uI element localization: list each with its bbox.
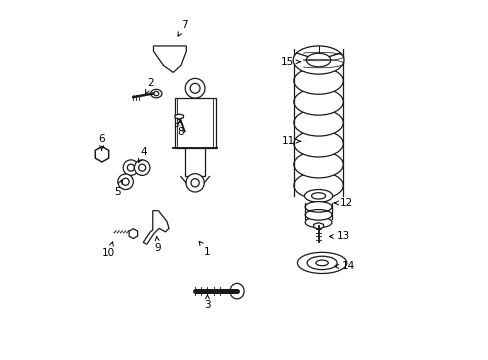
Ellipse shape [306,53,330,67]
Text: 11: 11 [282,136,300,146]
Ellipse shape [154,91,159,96]
Polygon shape [143,211,169,244]
Polygon shape [174,98,215,148]
Ellipse shape [191,179,199,187]
Ellipse shape [166,55,172,60]
Ellipse shape [305,217,331,228]
Text: 2: 2 [145,78,154,94]
Text: 15: 15 [280,57,300,67]
Ellipse shape [134,160,150,175]
Ellipse shape [293,67,343,94]
Ellipse shape [293,151,343,178]
Polygon shape [175,114,183,119]
Ellipse shape [150,89,162,98]
Text: 8: 8 [177,120,184,138]
Ellipse shape [297,252,346,274]
Ellipse shape [306,256,336,270]
Ellipse shape [139,164,145,171]
Ellipse shape [164,52,175,63]
Text: 9: 9 [154,237,161,253]
Ellipse shape [118,174,133,189]
Ellipse shape [293,46,343,74]
Ellipse shape [185,174,204,192]
Polygon shape [95,147,108,162]
Ellipse shape [305,210,331,220]
Ellipse shape [293,109,343,136]
Ellipse shape [130,231,136,237]
Text: 14: 14 [334,261,354,271]
Text: 4: 4 [138,147,147,162]
Ellipse shape [293,130,343,157]
Text: 1: 1 [199,241,210,257]
Text: 5: 5 [114,180,122,197]
Ellipse shape [305,202,331,212]
Text: 7: 7 [178,20,187,36]
Text: 3: 3 [203,294,210,310]
Ellipse shape [315,260,327,266]
Ellipse shape [304,189,332,202]
Text: 6: 6 [98,134,105,150]
Text: 12: 12 [334,198,353,208]
Polygon shape [129,229,137,239]
Ellipse shape [293,172,343,199]
Polygon shape [153,46,186,72]
Polygon shape [313,223,323,229]
Ellipse shape [293,46,343,73]
Ellipse shape [229,283,244,299]
Ellipse shape [293,88,343,115]
Ellipse shape [127,164,134,171]
Ellipse shape [185,78,204,98]
Ellipse shape [123,160,139,175]
Ellipse shape [98,150,106,158]
Ellipse shape [122,178,129,185]
Ellipse shape [311,193,325,199]
Ellipse shape [190,83,200,93]
Text: 10: 10 [102,242,115,258]
Text: 13: 13 [329,231,349,242]
Polygon shape [184,148,205,176]
